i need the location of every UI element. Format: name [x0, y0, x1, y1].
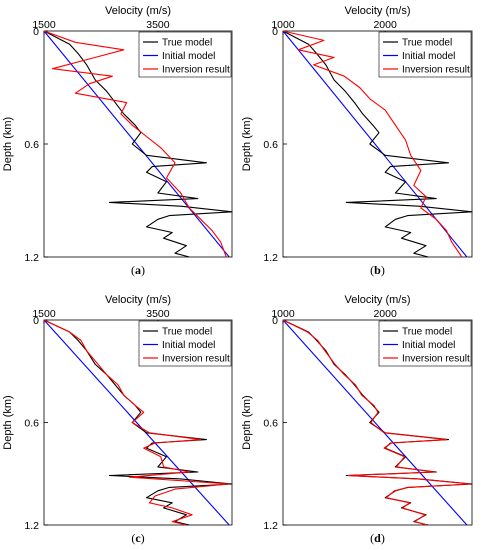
panel-caption: (b) — [370, 263, 385, 277]
y-tick-label: 1.2 — [24, 520, 39, 532]
chart-panel-b: 1000 2000 0 0.6 1.2 Velocity (m/s) Depth (km) T… — [241, 5, 473, 277]
legend: True model Initial model Inversion result — [138, 320, 232, 367]
y-tick-label: 1.2 — [263, 252, 278, 264]
y-axis-label: Depth (km) — [2, 117, 14, 171]
legend: True model Initial model Inversion result — [378, 31, 472, 78]
x-axis-label: Velocity (m/s) — [344, 294, 410, 306]
x-tick-label: 2000 — [373, 308, 397, 320]
legend-label: Initial model — [402, 51, 455, 62]
y-tick-label: 0 — [272, 315, 278, 327]
y-tick-label: 0.6 — [263, 139, 278, 151]
legend-label: Inversion result — [162, 354, 230, 365]
y-axis-label: Depth (km) — [2, 395, 14, 449]
x-tick-label: 1500 — [32, 308, 56, 320]
y-tick-label: 1.2 — [24, 252, 39, 264]
y-tick-label: 1.2 — [263, 520, 278, 532]
series-line-initial-model — [43, 30, 230, 258]
legend-label: Initial model — [162, 340, 215, 351]
x-tick-label: 2000 — [373, 19, 397, 31]
x-axis-label: Velocity (m/s) — [344, 5, 410, 17]
legend-label: True model — [162, 327, 212, 338]
series-line-initial-model — [282, 319, 468, 526]
legend-label: True model — [402, 38, 452, 49]
chart-panel-a: 1500 3500 0 0.6 1.2 Velocity (m/s) Depth (km) T… — [2, 5, 233, 277]
panel-label: a — [135, 263, 141, 277]
series-line-true-model — [43, 319, 233, 526]
series-line-true-model — [282, 30, 473, 258]
panel-caption: (c) — [131, 531, 144, 545]
y-tick-label: 0.6 — [24, 418, 39, 430]
chart-panel-d: 1000 2000 0 0.6 1.2 Velocity (m/s) Depth (km) T… — [241, 294, 473, 545]
panel-caption: (a) — [131, 263, 145, 277]
legend-label: Initial model — [162, 51, 215, 62]
legend: True model Initial model Inversion result — [138, 31, 232, 78]
series-line-initial-model — [43, 319, 230, 526]
y-tick-label: 0.6 — [24, 139, 39, 151]
x-tick-label: 3500 — [146, 19, 170, 31]
panel-caption: (d) — [370, 531, 385, 545]
x-tick-label: 3500 — [146, 308, 170, 320]
legend: True model Initial model Inversion result — [378, 320, 472, 367]
legend-label: Initial model — [402, 340, 455, 351]
panel-label: b — [374, 263, 381, 277]
panel-label: d — [374, 531, 381, 545]
y-axis-label: Depth (km) — [241, 117, 253, 171]
series-line-true-model — [43, 30, 233, 258]
legend-label: Inversion result — [402, 65, 470, 76]
x-tick-label: 1500 — [32, 19, 56, 31]
y-tick-label: 0 — [33, 26, 39, 38]
y-tick-label: 0.6 — [263, 418, 278, 430]
y-tick-label: 0 — [272, 26, 278, 38]
y-axis-label: Depth (km) — [241, 395, 253, 449]
legend-label: True model — [402, 327, 452, 338]
panel-label: c — [135, 531, 141, 545]
x-tick-label: 1000 — [271, 19, 295, 31]
x-axis-label: Velocity (m/s) — [105, 5, 171, 17]
x-tick-label: 1000 — [271, 308, 295, 320]
series-line-inversion-result — [43, 30, 227, 258]
y-tick-label: 0 — [33, 315, 39, 327]
legend-label: True model — [162, 38, 212, 49]
legend-label: Inversion result — [162, 65, 230, 76]
legend-label: Inversion result — [402, 354, 470, 365]
x-axis-label: Velocity (m/s) — [105, 294, 171, 306]
series-line-inversion-result — [282, 30, 463, 258]
series-line-inversion-result — [282, 319, 471, 526]
chart-panel-c: 1500 3500 0 0.6 1.2 Velocity (m/s) Depth (km) T… — [2, 294, 233, 545]
series-line-inversion-result — [43, 319, 230, 526]
